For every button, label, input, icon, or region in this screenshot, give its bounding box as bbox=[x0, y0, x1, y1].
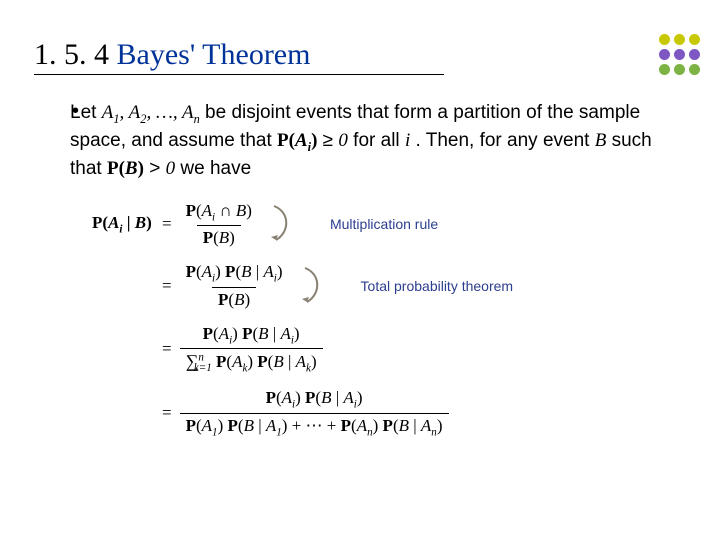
body-paragraph-wrap: • Let A1, A2, …, An be disjoint events t… bbox=[34, 100, 686, 183]
annotation-mult-rule: Multiplication rule bbox=[330, 216, 438, 232]
derivation-block: P(Ai | B) = P(Ai ∩ B) P(B) Multiplicatio… bbox=[92, 201, 686, 438]
eq-line-2: = P(Ai) P(B | Ai) P(B) Total probability… bbox=[92, 262, 686, 309]
dot-icon bbox=[689, 49, 700, 60]
eq-line-4: = P(Ai) P(B | Ai) P(A1) P(B | A1) + ⋯ + … bbox=[92, 388, 686, 438]
topic-text: Bayes' Theorem bbox=[117, 38, 311, 71]
eq-frac-1: P(Ai ∩ B) P(B) bbox=[180, 201, 258, 248]
title-underline bbox=[34, 74, 444, 75]
slide-container: 1. 5. 4 Bayes' Theorem • Let A1, A2, …, … bbox=[0, 0, 720, 540]
arrow-icon bbox=[268, 204, 294, 244]
bullet-icon: • bbox=[72, 100, 79, 123]
section-number: 1. 5. 4 bbox=[34, 38, 109, 71]
arrow-icon bbox=[299, 266, 325, 306]
event-sequence: A1, A2, …, An bbox=[102, 102, 200, 123]
slide-title: 1. 5. 4 Bayes' Theorem bbox=[34, 38, 686, 72]
eq-line-1: P(Ai | B) = P(Ai ∩ B) P(B) Multiplicatio… bbox=[92, 201, 686, 248]
annotation-total-prob: Total probability theorem bbox=[361, 278, 514, 294]
eq-frac-4: P(Ai) P(B | Ai) P(A1) P(B | A1) + ⋯ + P(… bbox=[180, 388, 449, 438]
dot-icon bbox=[689, 34, 700, 45]
eq-frac-2: P(Ai) P(B | Ai) P(B) bbox=[180, 262, 289, 309]
cond1: P(Ai) bbox=[277, 130, 317, 151]
eq-line-3: = P(Ai) P(B | Ai) ∑nk=1 P(Ak) P(B | Ak) bbox=[92, 324, 686, 375]
title-row: 1. 5. 4 Bayes' Theorem bbox=[34, 38, 686, 72]
dot-icon bbox=[689, 64, 700, 75]
eq-lhs: P(Ai | B) bbox=[92, 213, 154, 235]
eq-frac-3: P(Ai) P(B | Ai) ∑nk=1 P(Ak) P(B | Ak) bbox=[180, 324, 323, 375]
cond2: P(B) bbox=[107, 158, 144, 179]
theorem-statement: Let A1, A2, …, An be disjoint events tha… bbox=[70, 100, 686, 183]
